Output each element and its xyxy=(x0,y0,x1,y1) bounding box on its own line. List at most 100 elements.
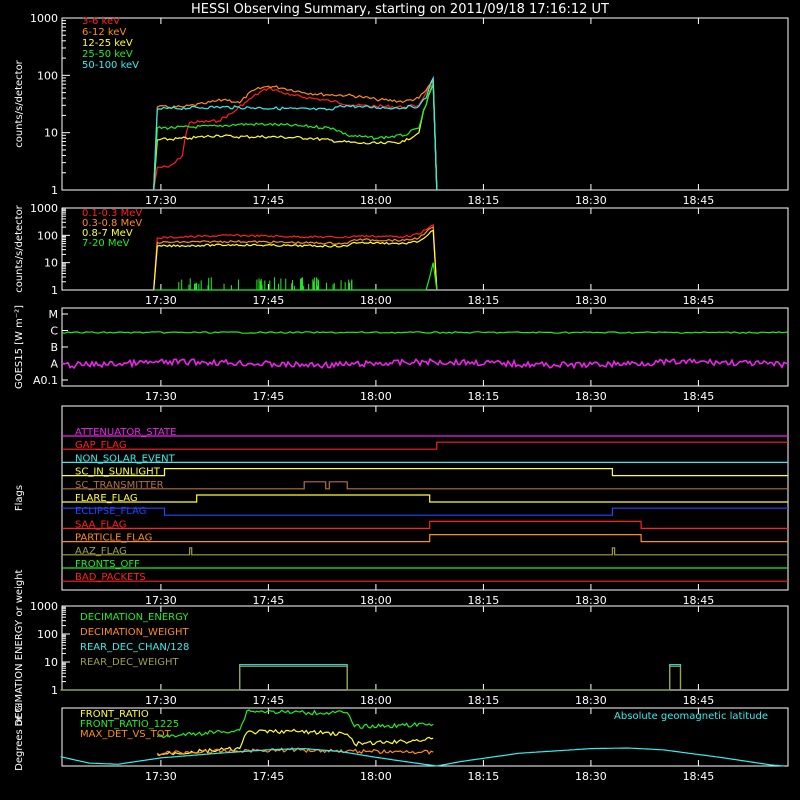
panel2-ytick-label: 1 xyxy=(51,284,58,297)
panel4-frame xyxy=(61,405,789,591)
panel3-ytick-label: A0.1 xyxy=(33,374,58,387)
panel5-legend-2: DECIMATION_WEIGHT xyxy=(80,627,189,638)
panel2-series-2-line xyxy=(153,226,438,291)
panel2-xtick-label: 18:30 xyxy=(575,294,607,307)
panel3-ytick-label: B xyxy=(50,341,58,354)
panel6-series-3-line xyxy=(156,746,434,756)
panel1-legend-3: 12-25 keV xyxy=(82,38,133,49)
panel5-xtick-label: 18:30 xyxy=(575,694,607,707)
panel2-series-3-line xyxy=(153,229,438,291)
panel4-flag-line-5 xyxy=(62,481,788,490)
panel4-label-particle-flag: PARTICLE_FLAG xyxy=(75,533,152,544)
panel1-legend-1: 3-6 keV xyxy=(82,16,120,27)
panel4-label-saa-flag: SAA_FLAG xyxy=(75,519,126,530)
panel6-xtick-label: 17:30 xyxy=(145,770,177,783)
chart-title: HESSI Observing Summary, starting on 201… xyxy=(191,2,609,17)
panel4-label-sc-in-sunlight: SC_IN_SUNLIGHT xyxy=(75,467,161,478)
panel3-series-2-line xyxy=(61,357,789,370)
panel2-xtick-label: 18:15 xyxy=(468,294,500,307)
panel1-ytick-label: 1000 xyxy=(30,12,58,25)
panel5-xtick-label: 17:30 xyxy=(145,694,177,707)
panel5-legend-4: REAR_DEC_WEIGHT xyxy=(80,657,179,668)
panel6-legend-1: FRONT_RATIO xyxy=(80,709,149,720)
panel4-xtick-label: 18:15 xyxy=(468,594,500,607)
panel1-legend-2: 6-12 keV xyxy=(82,27,126,38)
panel1-ytick-label: 100 xyxy=(37,69,58,82)
panel1-series-1-line xyxy=(153,80,438,191)
panel2-ylabel: counts/s/detector xyxy=(14,204,25,292)
panel4-label-non-solar-event: NON_SOLAR_EVENT xyxy=(75,453,176,464)
panel5-ytick-label: 1 xyxy=(51,684,58,697)
panel1-xtick-label: 18:30 xyxy=(575,194,607,207)
panel6-series-4-line xyxy=(60,747,785,767)
panel5-xtick-label: 17:45 xyxy=(253,694,285,707)
panel6-xtick-label: 18:15 xyxy=(468,770,500,783)
panel6-xtick-label: 18:45 xyxy=(683,770,715,783)
panel4-label-fronts-off: FRONTS_OFF xyxy=(75,559,140,570)
panel2-ytick-label: 1000 xyxy=(30,202,58,215)
panel5-ytick-label: 100 xyxy=(37,628,58,641)
panel5-xtick-label: 18:15 xyxy=(468,694,500,707)
panel1-frame xyxy=(61,17,789,191)
panel4-label-aaz-flag: AAZ_FLAG xyxy=(75,546,127,557)
panel3-xtick-label: 18:30 xyxy=(575,390,607,403)
panel2-xtick-label: 18:00 xyxy=(360,294,392,307)
panel1-ytick-label: 10 xyxy=(44,127,58,140)
panel1-series-2-line xyxy=(153,79,438,191)
panel1-ylabel: counts/s/detector xyxy=(14,59,25,147)
panel4-flag-line-6 xyxy=(62,494,788,503)
panel1-legend-4: 25-50 keV xyxy=(82,49,133,60)
panel5-legend-3: REAR_DEC_CHAN/128 xyxy=(80,642,189,653)
panel5-legend-1: DECIMATION_ENERGY xyxy=(80,612,189,623)
panel6-series-2-line xyxy=(156,709,434,739)
panel2-legend-3: 0.8-7 MeV xyxy=(82,228,133,239)
panel4-label-gap-flag: GAP_FLAG xyxy=(75,440,127,451)
panel6-ylabel: Degrees or % xyxy=(14,703,25,771)
panel4-ylabel: Flags xyxy=(14,485,25,511)
panel4-flag-line-2 xyxy=(62,441,788,450)
panel5-ytick-label: 10 xyxy=(44,656,58,669)
panel4-label-eclipse-flag: ECLIPSE_FLAG xyxy=(75,506,146,517)
panel3-xtick-label: 17:30 xyxy=(145,390,177,403)
panel3-xtick-label: 18:15 xyxy=(468,390,500,403)
panel6-xtick-label: 17:45 xyxy=(253,770,285,783)
panel2-ytick-label: 10 xyxy=(44,257,58,270)
panel5-xtick-label: 18:45 xyxy=(683,694,715,707)
panel3-xtick-label: 18:45 xyxy=(683,390,715,403)
panel3-xtick-label: 18:00 xyxy=(360,390,392,403)
panel6-legend-3: MAX_DET_VS_TOT xyxy=(80,729,172,740)
panel2-legend-4: 7-20 MeV xyxy=(82,238,130,249)
panel4-flag-line-4 xyxy=(62,468,788,477)
panel1-series-3-line xyxy=(153,83,438,191)
panel4-flag-line-10 xyxy=(62,547,788,556)
panel2-ytick-label: 100 xyxy=(37,229,58,242)
panel6-frame xyxy=(61,707,789,767)
panel6-xtick-label: 18:00 xyxy=(360,770,392,783)
panel4-flag-line-7 xyxy=(62,507,788,516)
panel1-xtick-label: 17:45 xyxy=(253,194,285,207)
panel1-series-4-line xyxy=(153,81,438,191)
panel4-xtick-label: 17:30 xyxy=(145,594,177,607)
panel1-xtick-label: 18:45 xyxy=(683,194,715,207)
panel4-label-sc-transmitter: SC_TRANSMITTER xyxy=(75,480,164,491)
panel1-xtick-label: 17:30 xyxy=(145,194,177,207)
panel4-xtick-label: 17:45 xyxy=(253,594,285,607)
panel4-label-flare-flag: FLARE_FLAG xyxy=(75,493,138,504)
panel2-legend-1: 0.1-0.3 MeV xyxy=(82,208,142,219)
panel6-legend-2: FRONT_RATIO_1225 xyxy=(80,719,179,730)
panel3-ytick-label: C xyxy=(50,325,58,338)
panel5-series-4-line xyxy=(60,665,682,691)
panel1-series-5-line xyxy=(153,75,438,191)
panel5-ytick-label: 1000 xyxy=(30,600,58,613)
panel4-label-attenuator-state: ATTENUATOR_STATE xyxy=(75,427,176,438)
panel5-xtick-label: 18:00 xyxy=(360,694,392,707)
panel2-xtick-label: 18:45 xyxy=(683,294,715,307)
panel4-flag-line-9 xyxy=(62,534,788,543)
panel3-xtick-label: 17:45 xyxy=(253,390,285,403)
panel1-ytick-label: 1 xyxy=(51,184,58,197)
panel3-series-1-line xyxy=(61,331,789,334)
panel1-legend-5: 50-100 keV xyxy=(82,60,139,71)
panel4-xtick-label: 18:45 xyxy=(683,594,715,607)
panel2-xtick-label: 17:30 xyxy=(145,294,177,307)
